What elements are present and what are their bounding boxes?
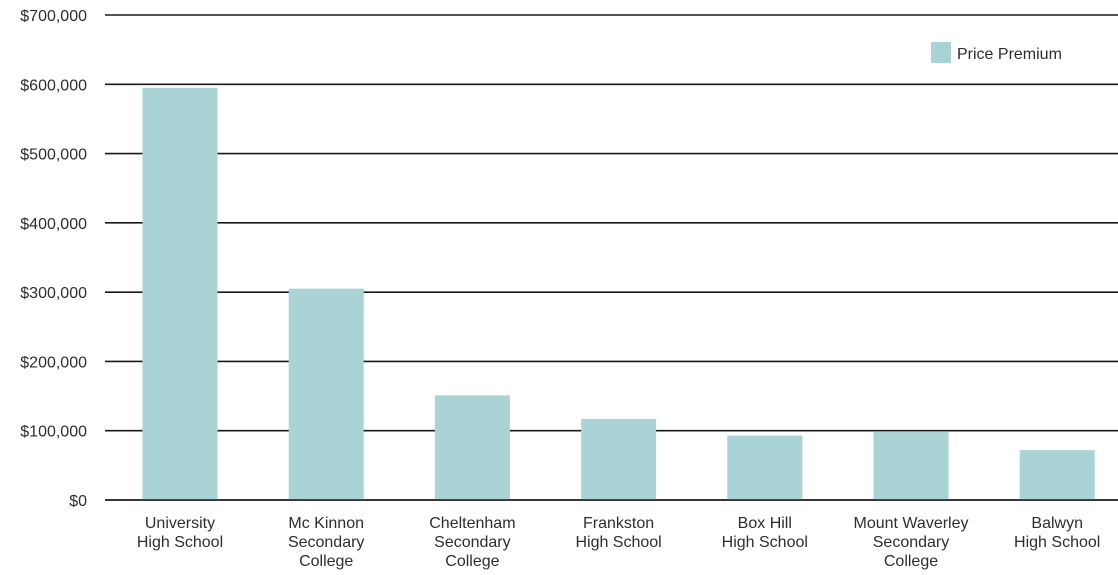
bar — [1019, 450, 1095, 500]
legend: Price Premium — [931, 42, 1062, 63]
x-category-label: University High School — [137, 515, 223, 551]
x-category-label: Frankston High School — [575, 515, 661, 551]
legend-swatch — [931, 42, 951, 63]
bar — [434, 395, 510, 500]
x-category-label: Balwyn High School — [1014, 515, 1100, 551]
y-tick-label: $100,000 — [20, 424, 87, 441]
bars — [105, 87, 1118, 501]
x-axis-category-labels: University High School Mc Kinnon Secondary C… — [137, 515, 1100, 570]
y-axis-tick-labels: $0 $100,000 $200,000 $300,000 $400,000 $500,0… — [20, 8, 87, 510]
y-tick-label: $200,000 — [20, 354, 87, 371]
bar — [873, 432, 949, 500]
y-tick-label: $700,000 — [20, 8, 87, 25]
x-category-label: Box Hill High School — [722, 515, 808, 551]
gridlines — [105, 14, 1118, 501]
y-tick-label: $0 — [69, 493, 87, 510]
y-tick-label: $300,000 — [20, 285, 87, 302]
x-category-label: Mount Waverley Secondary College — [854, 515, 969, 570]
x-category-label: Mc Kinnon Secondary College — [288, 515, 365, 570]
bar — [727, 435, 803, 500]
bar — [142, 87, 218, 500]
y-tick-label: $400,000 — [20, 216, 87, 233]
x-category-label: Cheltenham Secondary College — [429, 515, 515, 570]
bar — [288, 288, 364, 500]
legend-label: Price Premium — [957, 46, 1062, 63]
y-tick-label: $600,000 — [20, 77, 87, 94]
y-tick-label: $500,000 — [20, 147, 87, 164]
bar — [581, 418, 657, 500]
